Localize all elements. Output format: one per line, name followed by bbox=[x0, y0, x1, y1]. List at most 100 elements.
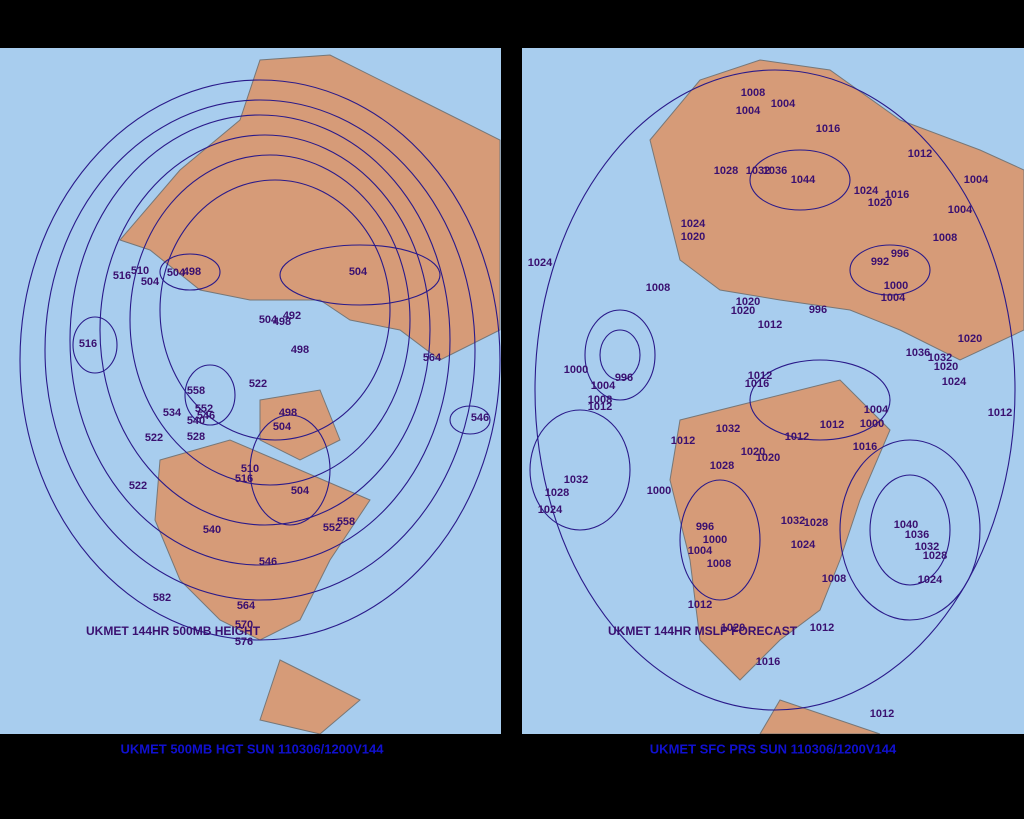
contour-label: 1032 bbox=[716, 423, 740, 435]
contour-label: 1008 bbox=[707, 558, 731, 570]
contour-label: 1004 bbox=[591, 380, 616, 392]
contour-label: 1024 bbox=[942, 376, 967, 388]
contour-label: 510 bbox=[131, 265, 149, 277]
contour-label: 552 bbox=[323, 522, 341, 534]
contour-label: 1024 bbox=[791, 539, 816, 551]
contour-label: 1016 bbox=[853, 441, 877, 453]
contour-label: 540 bbox=[203, 524, 221, 536]
contour-label: 534 bbox=[163, 407, 182, 419]
contour-label: 558 bbox=[187, 385, 205, 397]
contour-label: 1028 bbox=[804, 517, 828, 529]
contour-label: 1032 bbox=[781, 515, 805, 527]
contour-label: 516 bbox=[79, 338, 97, 350]
contour-label: 1024 bbox=[918, 574, 943, 586]
contour-label: 1008 bbox=[646, 282, 670, 294]
contour-label: 1016 bbox=[745, 378, 769, 390]
contour-label: 504 bbox=[349, 266, 368, 278]
contour-label: 522 bbox=[145, 432, 163, 444]
contour-label: 1012 bbox=[785, 431, 809, 443]
contour-label: 1000 bbox=[860, 418, 884, 430]
contour-label: 1032 bbox=[915, 541, 939, 553]
contour-label: 1032 bbox=[928, 352, 952, 364]
contour-label: 1028 bbox=[923, 550, 947, 562]
contour-label: 1024 bbox=[528, 257, 553, 269]
contour-label: 1012 bbox=[870, 708, 894, 720]
contour-label: 1004 bbox=[736, 105, 761, 117]
contour-label: 1032 bbox=[746, 165, 770, 177]
contour-label: 504 bbox=[167, 267, 186, 279]
contour-label: 1004 bbox=[881, 292, 906, 304]
contour-label: 516 bbox=[235, 473, 253, 485]
contour-label: 540 bbox=[187, 415, 205, 427]
contour-label: 1012 bbox=[820, 419, 844, 431]
contour-label: 1004 bbox=[864, 404, 889, 416]
contour-label: 576 bbox=[235, 636, 253, 648]
contour-label: 1020 bbox=[741, 446, 765, 458]
contour-label: 1008 bbox=[588, 394, 612, 406]
contour-label: 1000 bbox=[647, 485, 671, 497]
contour-label: 1044 bbox=[791, 174, 816, 186]
contour-label: 1020 bbox=[721, 622, 745, 634]
map-label: UKMET 144HR MSLP FORECAST bbox=[608, 624, 798, 638]
contour-label: 1040 bbox=[894, 519, 918, 531]
contour-label: 1004 bbox=[688, 545, 713, 557]
contour-label: 1028 bbox=[714, 165, 738, 177]
contour-label: 1020 bbox=[736, 296, 760, 308]
contour-label: 1024 bbox=[538, 504, 563, 516]
contour-label: 1028 bbox=[710, 460, 734, 472]
contour-label: 1004 bbox=[948, 204, 973, 216]
contour-label: 1008 bbox=[822, 573, 846, 585]
contour-label: 1020 bbox=[934, 361, 958, 373]
contour-label: 504 bbox=[141, 276, 160, 288]
caption: UKMET SFC PRS SUN 110306/1200V144 bbox=[650, 741, 897, 756]
contour-label: 510 bbox=[241, 463, 259, 475]
left-map bbox=[0, 48, 501, 734]
caption: UKMET 500MB HGT SUN 110306/1200V144 bbox=[120, 741, 384, 756]
contour-label: 564 bbox=[423, 352, 442, 364]
contour-label: 1028 bbox=[545, 487, 569, 499]
contour-label: 1020 bbox=[731, 305, 755, 317]
contour-label: 504 bbox=[273, 421, 292, 433]
contour-label: 552 bbox=[195, 403, 213, 415]
contour-label: 1036 bbox=[763, 165, 787, 177]
contour-label: 498 bbox=[183, 266, 201, 278]
contour-label: 522 bbox=[249, 378, 267, 390]
contour-label: 1020 bbox=[756, 452, 780, 464]
contour-label: 522 bbox=[129, 480, 147, 492]
contour-label: 1012 bbox=[908, 148, 932, 160]
contour-label: 1016 bbox=[756, 656, 780, 668]
contour-label: 528 bbox=[187, 431, 205, 443]
contour-label: 558 bbox=[337, 516, 355, 528]
contour-label: 1012 bbox=[688, 599, 712, 611]
contour-label: 996 bbox=[891, 248, 909, 260]
contour-label: 1036 bbox=[905, 529, 929, 541]
contour-label: 498 bbox=[273, 316, 291, 328]
contours bbox=[19, 79, 501, 641]
contour-label: 1008 bbox=[933, 232, 957, 244]
contour-label: 582 bbox=[153, 592, 171, 604]
contour-label: 1000 bbox=[564, 364, 588, 376]
contour-label: 1036 bbox=[906, 347, 930, 359]
contour-label: 1012 bbox=[758, 319, 782, 331]
contour-label: 992 bbox=[871, 256, 889, 268]
right-map bbox=[522, 48, 1024, 734]
contour-label: 564 bbox=[237, 600, 256, 612]
contour-label: 516 bbox=[113, 270, 131, 282]
contour-label: 1032 bbox=[564, 474, 588, 486]
contour-label: 996 bbox=[696, 521, 714, 533]
contour-label: 546 bbox=[471, 412, 489, 424]
contour-label: 1020 bbox=[958, 333, 982, 345]
contour-label: 1008 bbox=[741, 87, 765, 99]
contour-label: 1016 bbox=[885, 189, 909, 201]
contour-label: 504 bbox=[259, 314, 278, 326]
contour-label: 492 bbox=[283, 310, 301, 322]
contours bbox=[529, 69, 1016, 711]
contour-label: 1020 bbox=[681, 231, 705, 243]
contour-label: 1024 bbox=[854, 185, 879, 197]
contour-label: 546 bbox=[197, 410, 215, 422]
contour-label: 1020 bbox=[868, 197, 892, 209]
contour-label: 1024 bbox=[681, 218, 706, 230]
contour-label: 498 bbox=[279, 407, 297, 419]
